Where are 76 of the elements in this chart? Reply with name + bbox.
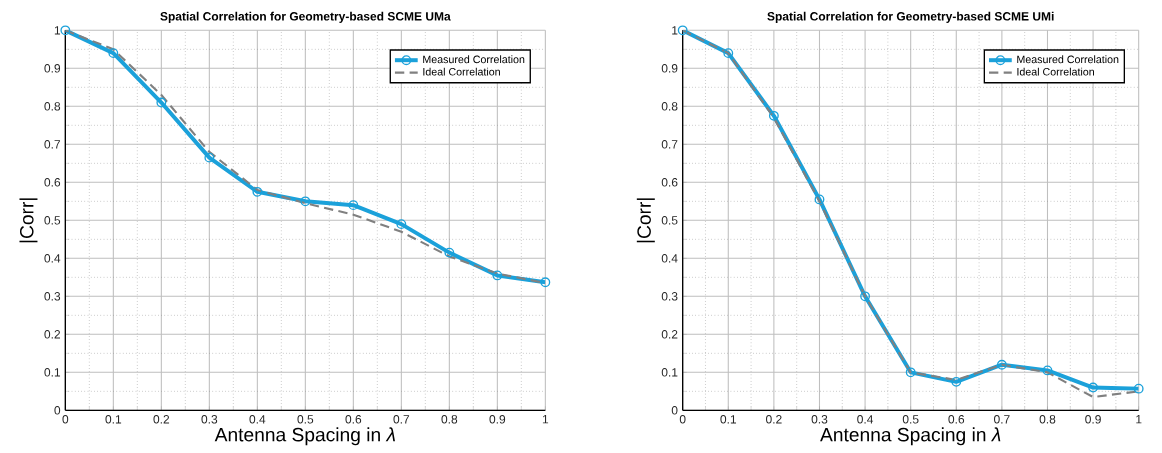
point — [252, 186, 263, 197]
y-tick-label: 0.1 — [44, 368, 61, 377]
point — [768, 110, 779, 121]
x-tick-label: 0.6 — [948, 415, 965, 424]
y-axis-title: |Corr| — [19, 198, 38, 243]
x-tick-label: 0.9 — [489, 415, 506, 424]
y-tick-label: 0 — [671, 406, 678, 415]
x-tick-label: 0.3 — [201, 415, 218, 424]
y-tick-label: 0.3 — [661, 292, 678, 301]
y-tick-label: 1 — [672, 26, 678, 35]
point — [300, 196, 311, 207]
x-tick-label: 0.9 — [1085, 415, 1101, 424]
point — [996, 359, 1007, 370]
x-tick-label: 0.6 — [345, 415, 362, 424]
x-tick-label: 0.3 — [811, 415, 828, 424]
point — [492, 270, 503, 281]
chart-title: Spatial Correlation for Geometry-based SCME UMi — [767, 11, 1054, 23]
point — [540, 277, 551, 288]
x-tick-label: 1 — [1136, 415, 1142, 424]
y-tick-label: 0.6 — [44, 178, 61, 187]
x-tick-label: 1 — [542, 415, 549, 424]
point — [1133, 383, 1144, 394]
y-tick-label: 0.4 — [661, 254, 678, 263]
x-tick-label: 0.8 — [441, 415, 458, 424]
legend-label: Ideal Correlation — [1017, 67, 1094, 76]
y-tick-label: 0.7 — [44, 140, 61, 149]
point — [860, 291, 871, 302]
y-tick-label: 0.7 — [661, 140, 678, 149]
point — [156, 97, 167, 108]
x-axis-title: Antenna Spacing in λ — [214, 427, 395, 446]
x-tick-label: 0.5 — [297, 415, 314, 424]
x-tick-label: 0.2 — [766, 415, 782, 424]
y-tick-label: 0.2 — [44, 330, 61, 339]
point — [677, 25, 688, 36]
point — [1088, 382, 1099, 393]
point — [905, 367, 916, 378]
point — [444, 247, 455, 258]
x-tick-label: 0.7 — [393, 415, 410, 424]
point — [723, 48, 734, 59]
point — [396, 219, 407, 230]
point — [951, 376, 962, 387]
y-tick-label: 0.9 — [661, 64, 678, 73]
y-axis-title: |Corr| — [636, 198, 655, 243]
y-tick-label: 0.3 — [44, 292, 61, 301]
legend-label: Ideal Correlation — [423, 67, 500, 76]
y-tick-label: 0.4 — [44, 254, 61, 263]
y-tick-label: 1 — [54, 26, 61, 35]
point — [348, 200, 359, 211]
y-tick-label: 0.8 — [661, 102, 678, 111]
y-tick-label: 0.5 — [44, 216, 61, 225]
x-tick-label: 0 — [679, 415, 686, 424]
chart-title: Spatial Correlation for Geometry-based SCME UMa — [160, 11, 451, 23]
legend-label: Measured Correlation — [1017, 55, 1119, 64]
point — [108, 48, 119, 59]
x-tick-label: 0.1 — [105, 415, 122, 424]
x-tick-label: 0.2 — [153, 415, 170, 424]
point — [204, 152, 215, 163]
point — [60, 25, 71, 36]
x-tick-label: 0 — [62, 415, 69, 424]
x-tick-label: 0.4 — [857, 415, 874, 424]
point — [1042, 365, 1053, 376]
x-tick-label: 0.8 — [1039, 415, 1056, 424]
y-tick-label: 0.8 — [44, 102, 61, 111]
point — [814, 194, 825, 205]
y-tick-label: 0.5 — [661, 216, 678, 225]
x-tick-label: 0.1 — [720, 415, 737, 424]
y-tick-label: 0 — [54, 406, 61, 415]
x-tick-label: 0.7 — [994, 415, 1010, 424]
x-tick-label: 0.5 — [902, 415, 919, 424]
x-axis-title: Antenna Spacing in λ — [820, 427, 1001, 446]
x-tick-label: 0.4 — [249, 415, 266, 424]
y-tick-label: 0.9 — [44, 64, 61, 73]
y-tick-label: 0.2 — [661, 330, 678, 339]
y-tick-label: 0.1 — [661, 368, 678, 377]
legend-label: Measured Correlation — [423, 55, 525, 64]
y-tick-label: 0.6 — [661, 178, 678, 187]
